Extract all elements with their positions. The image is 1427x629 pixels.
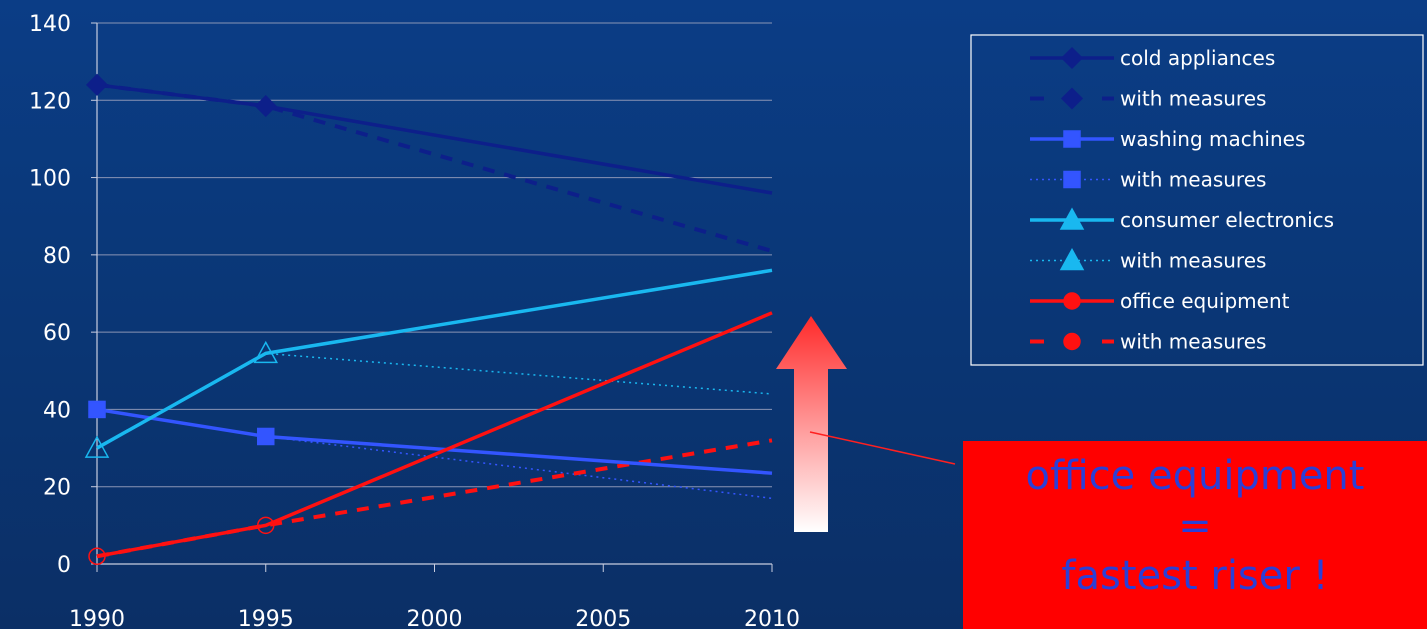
callout-line-2: = [1178,503,1212,549]
marker-diamond [1060,87,1084,110]
legend-label: office equipment [1120,289,1290,313]
marker-triangle [84,435,110,458]
marker-square [1063,170,1081,189]
legend-label: with measures [1120,330,1266,354]
marker-diamond [254,95,277,118]
marker-square [257,427,275,446]
legend-label: with measures [1120,87,1266,111]
legend-label: consumer electronics [1120,208,1334,232]
x-tick-label: 1995 [238,607,294,629]
marker-square [88,400,106,419]
legend-box [970,34,1424,366]
x-tick-label: 2005 [575,607,631,629]
marker-triangle [1059,207,1085,230]
series-line [96,408,773,500]
legend-label: with measures [1120,249,1266,273]
x-tick-label: 2000 [407,607,463,629]
marker-diamond [1060,46,1084,70]
up-arrow [776,316,847,532]
y-tick-labels: 0 20 40 60 80 100 120 140 [29,12,71,578]
legend: cold appliances with measures washing mach… [970,34,1424,366]
series-markers [84,73,279,566]
x-tick-labels: 1990 1995 2000 2005 2010 [69,607,800,629]
y-tick-label: 60 [43,321,71,346]
gridlines [97,22,772,488]
series-lines [96,82,773,559]
marker-diamond [85,73,109,96]
callout-line-1: office equipment [1025,453,1365,499]
series-line [96,268,773,450]
y-tick-label: 100 [29,167,71,192]
callout-box: office equipment = fastest riser ! [963,441,1427,629]
marker-triangle [1059,247,1085,271]
x-tick-label: 2010 [744,607,800,629]
callout-pointer [809,431,956,465]
marker-triangle [253,340,279,364]
legend-label: with measures [1120,168,1266,192]
y-tick-label: 20 [43,476,71,501]
series-line [96,352,773,449]
y-tick-label: 40 [43,398,71,423]
legend-label: washing machines [1120,127,1305,151]
legend-label: cold appliances [1120,46,1275,70]
marker-circle [1063,332,1081,351]
series-line [96,311,773,558]
marker-circle [88,547,106,566]
marker-circle [257,516,275,535]
y-tick-label: 0 [57,553,71,578]
series-line [96,438,773,559]
marker-circle [1063,292,1081,310]
y-tick-label: 80 [43,244,71,269]
x-tick-label: 1990 [69,607,125,629]
series-line [96,407,773,475]
y-tick-label: 140 [29,12,71,37]
callout-line-3: fastest riser ! [1061,553,1329,599]
y-tick-label: 120 [29,89,71,114]
series-line [96,82,773,253]
series-line [96,83,773,195]
marker-square [1063,130,1081,148]
axes [91,22,773,572]
